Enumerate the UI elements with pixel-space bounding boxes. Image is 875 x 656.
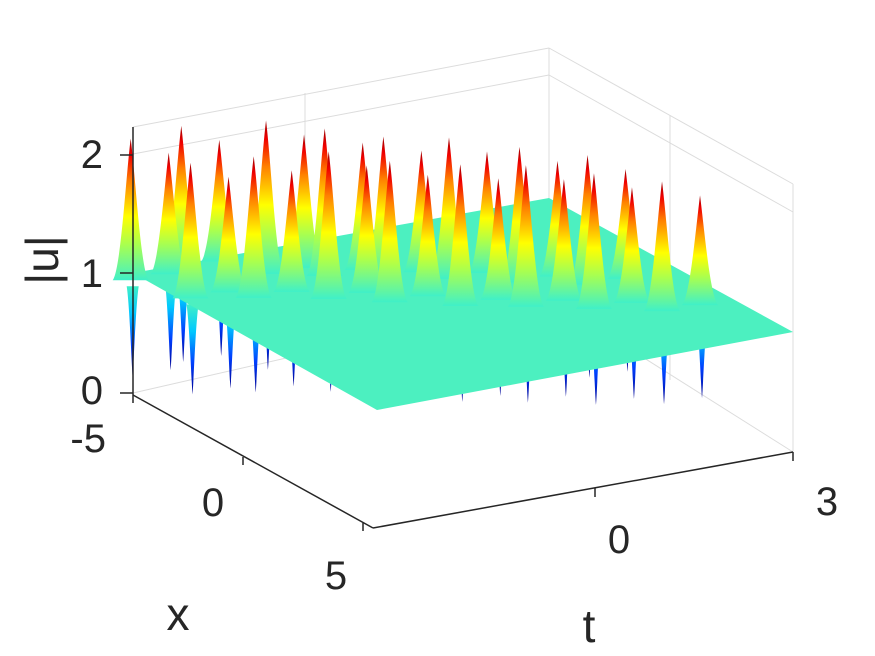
surface-peak	[172, 162, 209, 299]
t-tick-label-0: 0	[608, 518, 630, 562]
z-tick-label-2: 2	[81, 133, 103, 177]
surface-peaks	[112, 120, 719, 312]
surface-peak	[409, 174, 446, 297]
z-tick-label-1: 1	[81, 252, 103, 296]
surface-peak	[310, 151, 347, 299]
z-tick-label-0: 0	[81, 369, 103, 413]
surface-peak	[682, 195, 719, 306]
axes	[120, 127, 794, 531]
surface-peak	[507, 165, 544, 307]
surface-peak	[235, 156, 272, 298]
x-axis-label: x	[167, 588, 190, 640]
surface-trough	[186, 304, 199, 395]
grid-line	[548, 47, 794, 185]
t-axis-line	[372, 451, 794, 529]
surface-peak	[480, 178, 517, 300]
x-tick-label-neg5: -5	[70, 417, 106, 461]
surface-peak	[545, 179, 582, 301]
surface-peak	[613, 187, 650, 303]
surface-peak	[112, 138, 149, 281]
x-axis-line	[132, 394, 374, 529]
z-axis-label: |u|	[16, 235, 68, 284]
surface-peak	[273, 170, 310, 292]
surface-trough	[164, 280, 177, 371]
surface-peak	[210, 176, 247, 293]
grid-line	[132, 47, 550, 128]
surface-peak	[575, 173, 612, 309]
surface-peak	[150, 152, 187, 275]
t-axis-label: t	[583, 600, 596, 652]
grid-line	[132, 74, 550, 155]
surface-peak	[371, 160, 408, 303]
x-tick-label-5: 5	[325, 554, 347, 598]
surface-peak	[644, 181, 681, 312]
grid-line	[548, 74, 794, 213]
x-tick-label-0: 0	[202, 481, 224, 525]
surface-peak	[442, 164, 479, 306]
surface-peak	[348, 165, 385, 293]
t-tick-label-3: 3	[816, 480, 838, 524]
